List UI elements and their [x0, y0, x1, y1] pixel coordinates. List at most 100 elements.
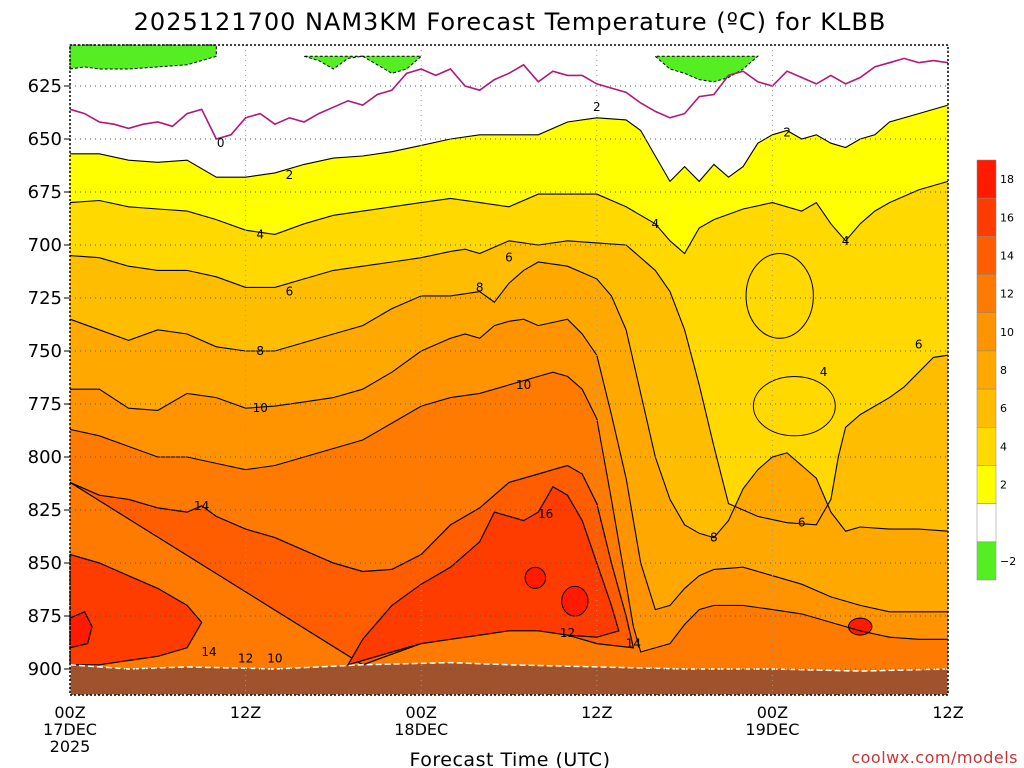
site-credit[interactable]: coolwx.com/models [851, 748, 1018, 767]
x-tick-label: 17DEC [43, 720, 97, 739]
isotherm-label: 14 [194, 499, 209, 513]
y-tick-label: 825 [28, 500, 62, 521]
y-tick-label: 625 [28, 76, 62, 97]
isotherm-label: 4 [652, 217, 660, 231]
y-tick-label: 725 [28, 288, 62, 309]
terrain [69, 661, 949, 696]
isotherm-label-text: 10 [516, 378, 531, 392]
colorbar-swatch [976, 274, 997, 313]
x-tick-label: 12Z [932, 703, 963, 722]
x-tick-label: 12Z [581, 703, 612, 722]
warm-pocket-2 [847, 617, 873, 636]
x-tick-label: 12Z [230, 703, 261, 722]
isotherm-label: 8 [710, 531, 718, 545]
isotherm-label-text: 2 [593, 100, 601, 114]
y-tick-label: 775 [28, 394, 62, 415]
colorbar-tick-label: 14 [1000, 249, 1014, 262]
isotherm-twelve [69, 371, 948, 653]
isotherm-label: 14 [626, 637, 641, 651]
plot-area: 0 2 2 2 4 4 4 4 6 6 6 6 8 8 8 10 10 14 14 12 10 16 12 14 [69, 44, 949, 696]
isotherm-label-text: 10 [267, 651, 282, 665]
colorbar-tick-label: 10 [1000, 326, 1014, 339]
isotherm-label-text: 8 [710, 531, 718, 545]
isotherm-label: 6 [915, 338, 923, 352]
isotherm-label-text: 6 [505, 251, 513, 265]
y-tick-label: 650 [28, 129, 62, 150]
isotherm-label: 6 [505, 251, 513, 265]
colorbar-swatch [976, 465, 997, 504]
colorbar-tick-label: 16 [1000, 211, 1014, 224]
isotherm-two [70, 104, 949, 183]
colorbar-swatch [976, 388, 997, 428]
isotherm-label: 14 [201, 645, 216, 659]
band-green-right [653, 55, 760, 83]
isotherm-label-text: 2 [783, 126, 791, 140]
colorbar-swatch [976, 312, 997, 352]
y-tick-label: 900 [28, 659, 62, 680]
x-axis-title: Forecast Time (UTC) [410, 749, 611, 768]
isotherm-label: 10 [267, 651, 282, 665]
isotherm-label: 2 [593, 100, 601, 114]
colorbar-tick-label: 6 [1000, 402, 1007, 415]
chart-title: 2025121700 NAM3KM Forecast Temperature (… [134, 8, 887, 36]
isotherm-label-text: 14 [194, 499, 209, 513]
x-tick-label: 19DEC [745, 720, 799, 739]
warm-pocket-1 [561, 585, 589, 617]
x-tick-label: 2025 [50, 737, 91, 756]
isotherm-ten [70, 318, 948, 613]
band-18-20 [69, 611, 93, 649]
colorbar-swatch [976, 503, 997, 543]
isotherm-label: 2 [783, 126, 791, 140]
band-16-18-left [69, 553, 203, 666]
band-16-18-mid [346, 485, 620, 666]
x-tick-label: 18DEC [394, 720, 448, 739]
isotherm-label-text: 12 [238, 651, 253, 665]
colorbar-swatch [976, 541, 997, 581]
isotherm-label: 0 [217, 136, 225, 150]
isotherm-label-text: 4 [842, 234, 850, 248]
colorbar-swatch [976, 159, 997, 199]
isotherm-label-text: 6 [798, 516, 806, 530]
isotherm-label-text: 8 [476, 280, 484, 294]
cool-pocket-0 [745, 252, 814, 339]
y-tick-label: 750 [28, 341, 62, 362]
isotherm-six [69, 240, 949, 526]
colorbar-swatch [976, 236, 997, 275]
y-tick-label: 700 [28, 235, 62, 256]
y-tick-label: 875 [28, 606, 62, 627]
colorbar-tick-label: 8 [1000, 364, 1007, 377]
isotherm-label-text: 4 [652, 217, 660, 231]
isotherm-0 [69, 57, 949, 140]
isotherm-label: 4 [256, 227, 264, 241]
colorbar-tick-label: 4 [1000, 440, 1007, 453]
band-green-0 [360, 55, 423, 74]
isotherm-label-text: 14 [201, 645, 216, 659]
x-tick-label: 00Z [406, 703, 437, 722]
isotherm-label-text: 6 [286, 285, 294, 299]
isotherm-label-text: 14 [626, 637, 641, 651]
isotherm-label: 10 [253, 401, 268, 415]
isotherm-label-text: 12 [560, 626, 575, 640]
band-green-1 [303, 55, 363, 70]
isotherm-label-text: 6 [915, 338, 923, 352]
warm-pocket-0 [524, 566, 547, 589]
isotherm-label-text: 16 [538, 507, 553, 521]
isotherm-label: 8 [476, 280, 484, 294]
isotherm-label: 8 [256, 344, 264, 358]
isotherm-label: 2 [286, 168, 294, 182]
isotherm-label: 12 [238, 651, 253, 665]
x-tick-label: 00Z [757, 703, 788, 722]
isotherm-four [69, 180, 949, 255]
isotherm-label: 12 [560, 626, 575, 640]
isotherm-label: 6 [798, 516, 806, 530]
isotherm-label-text: 0 [217, 136, 225, 150]
colorbar-tick-label: 18 [1000, 173, 1014, 186]
colorbar-tick-label: 2 [1000, 479, 1007, 492]
isotherm-label: 16 [538, 507, 553, 521]
isotherm-label-text: 4 [820, 365, 828, 379]
isotherm-label: 10 [516, 378, 531, 392]
isotherm-label: 6 [286, 285, 294, 299]
y-axis: 625 650 675 700 725 750 775 800 825 850 875 900 [28, 76, 70, 680]
